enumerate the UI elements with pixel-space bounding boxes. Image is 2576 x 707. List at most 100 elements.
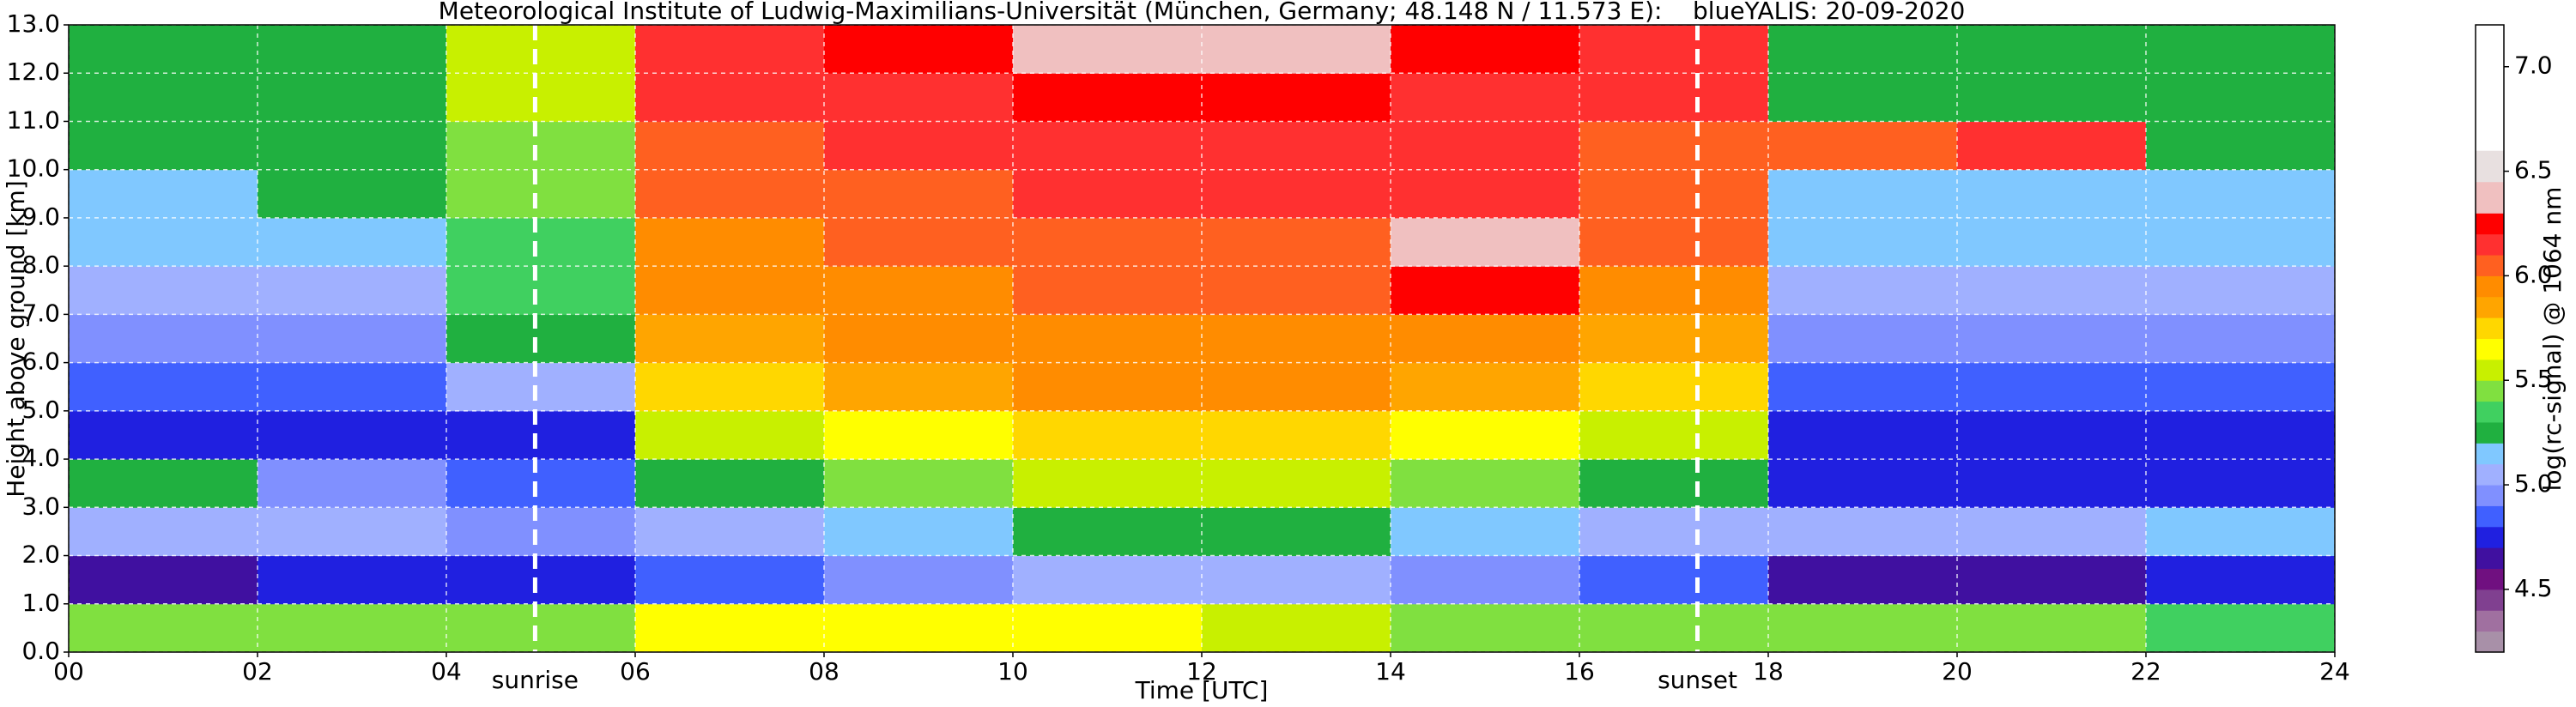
x-tick-label: 18	[1753, 657, 1784, 686]
heatmap-cell	[1768, 217, 1958, 267]
heatmap-cell	[1579, 266, 1769, 315]
colorbar-tick-label: 5.0	[2514, 469, 2553, 498]
heatmap-cell	[1579, 555, 1769, 605]
heatmap-cell	[1768, 314, 1958, 364]
heatmap-cell	[635, 169, 825, 219]
x-tick-label: 06	[620, 657, 651, 686]
heatmap-cell	[1202, 459, 1391, 508]
heatmap-cell	[1768, 603, 1958, 653]
heatmap-cell	[1957, 169, 2147, 219]
colorbar-band	[2476, 338, 2504, 360]
x-tick-label: 04	[431, 657, 462, 686]
heatmap-cell	[824, 266, 1014, 315]
heatmap-cell	[1957, 555, 2147, 605]
heatmap-cell	[258, 266, 447, 315]
heatmap-cell	[635, 410, 825, 460]
heatmap-cell	[1768, 410, 1958, 460]
heatmap-cell	[635, 314, 825, 364]
heatmap-cell	[1768, 507, 1958, 557]
event-label: sunrise	[492, 666, 579, 694]
heatmap-cell	[1202, 410, 1391, 460]
y-axis-label: Height above ground [km]	[2, 180, 30, 498]
heatmap-cell	[1768, 266, 1958, 315]
heatmap-cell	[824, 217, 1014, 267]
colorbar-band	[2476, 401, 2504, 423]
heatmap-cell	[2146, 459, 2336, 508]
heatmap-cell	[1202, 169, 1391, 219]
heatmap-cell	[1957, 121, 2147, 171]
heatmap-cell	[1202, 73, 1391, 122]
heatmap-cell	[446, 507, 636, 557]
y-tick-label: 10.0	[7, 154, 60, 183]
heatmap-cell	[1579, 507, 1769, 557]
heatmap-cell	[69, 362, 258, 412]
heatmap-cell	[824, 73, 1014, 122]
x-axis-label: Time [UTC]	[1135, 676, 1269, 704]
colorbar-band	[2476, 233, 2504, 256]
heatmap-cell	[2146, 266, 2336, 315]
colorbar-tick-label: 5.5	[2514, 365, 2553, 393]
heatmap-cell	[1391, 410, 1580, 460]
colorbar-band	[2476, 213, 2504, 235]
heatmap-cell	[635, 459, 825, 508]
heatmap-cell	[1202, 603, 1391, 653]
colorbar-band	[2476, 568, 2504, 590]
heatmap-cell	[2146, 314, 2336, 364]
colorbar-band	[2476, 359, 2504, 381]
colorbar-tick-label: 6.0	[2514, 260, 2553, 288]
colorbar-band	[2476, 485, 2504, 506]
heatmap-cell	[258, 73, 447, 122]
heatmap-cell	[1579, 362, 1769, 412]
heatmap-cell	[635, 73, 825, 122]
heatmap-cell	[258, 25, 447, 74]
x-tick-label: 24	[2319, 657, 2350, 686]
heatmap-cell	[1579, 410, 1769, 460]
heatmap-cell	[635, 266, 825, 315]
heatmap-cell	[2146, 555, 2336, 605]
heatmap-cell	[1013, 314, 1203, 364]
heatmap-cell	[1391, 121, 1580, 171]
heatmap-cell	[1391, 507, 1580, 557]
heatmap-cell	[1957, 314, 2147, 364]
heatmap-cell	[1579, 25, 1769, 74]
heatmap-cell	[446, 603, 636, 653]
heatmap-cell	[1579, 314, 1769, 364]
heatmap-cell	[1579, 603, 1769, 653]
heatmap-cell	[258, 410, 447, 460]
heatmap-cell	[1013, 555, 1203, 605]
x-tick-label: 08	[809, 657, 839, 686]
heatmap-cell	[1013, 507, 1203, 557]
heatmap-cell	[446, 25, 636, 74]
heatmap-cell	[1957, 507, 2147, 557]
colorbar-band	[2476, 526, 2504, 548]
heatmap-cell	[824, 507, 1014, 557]
y-tick-label: 11.0	[7, 106, 60, 134]
heatmap-cell	[446, 73, 636, 122]
heatmap-cell	[69, 25, 258, 74]
heatmap-cell	[1957, 362, 2147, 412]
heatmap-cell	[2146, 217, 2336, 267]
heatmap-cell	[824, 121, 1014, 171]
heatmap-cell	[446, 459, 636, 508]
heatmap-cell	[1579, 169, 1769, 219]
colorbar-tick-label: 6.5	[2514, 156, 2553, 184]
colorbar-tick-label: 4.5	[2514, 574, 2553, 602]
heatmap-cell	[1013, 73, 1203, 122]
x-tick-label: 20	[1942, 657, 1973, 686]
heatmap-cell	[446, 362, 636, 412]
colorbar-band	[2476, 547, 2504, 570]
heatmap-cell	[824, 169, 1014, 219]
heatmap-cell	[2146, 73, 2336, 122]
heatmap-cell	[69, 507, 258, 557]
colorbar-tick-label: 7.0	[2514, 51, 2553, 80]
heatmap-cell	[69, 314, 258, 364]
heatmap-cell	[446, 266, 636, 315]
heatmap-cell	[1013, 410, 1203, 460]
colorbar-label: log(rc-signal) @ 1064 nm	[2538, 187, 2567, 492]
heatmap-cell	[1957, 25, 2147, 74]
plot-frame	[68, 24, 2336, 653]
colorbar-band	[2476, 25, 2504, 151]
heatmap-cell	[2146, 25, 2336, 74]
heatmap-cell	[69, 73, 258, 122]
x-tick-label: 16	[1564, 657, 1595, 686]
